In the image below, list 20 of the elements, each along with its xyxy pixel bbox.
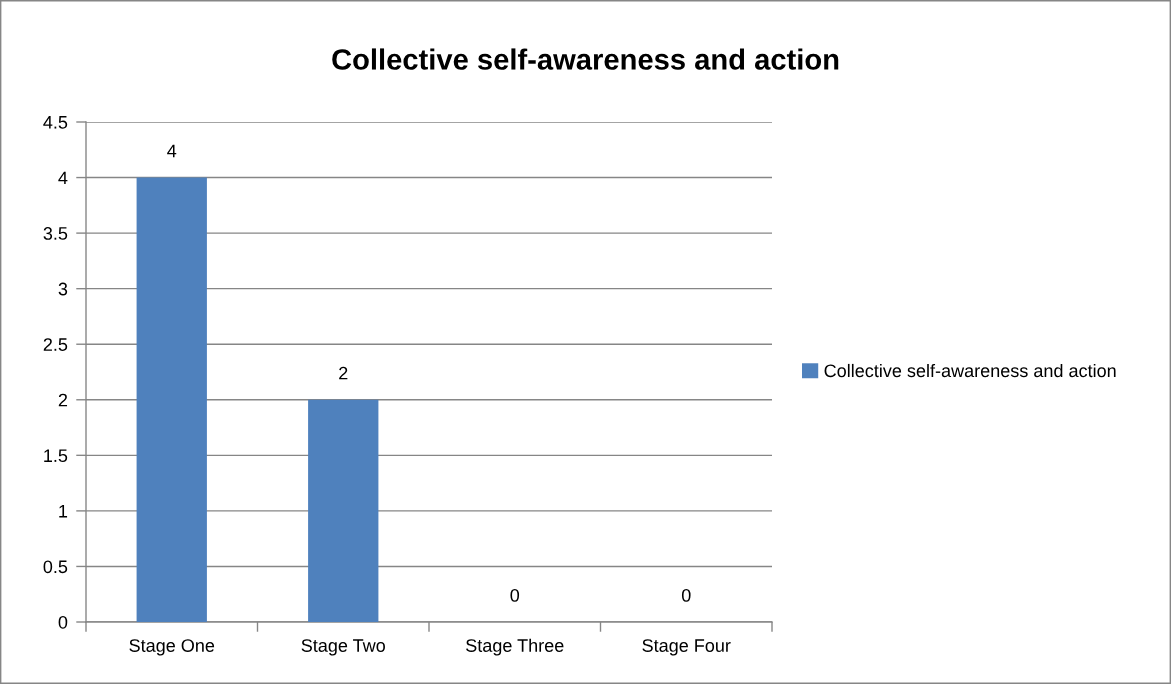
y-tick-label: 2 — [58, 393, 68, 407]
y-tick-label: 3 — [58, 282, 68, 296]
chart-title: Collective self-awareness and action — [332, 48, 839, 70]
y-tick-label: 0.5 — [43, 560, 68, 574]
data-label: 2 — [339, 366, 348, 380]
y-tick-label: 0 — [58, 615, 68, 629]
legend-label: Collective self-awareness and action — [824, 363, 1116, 378]
x-tick-label: Stage Three — [466, 638, 564, 656]
y-tick-label: 4.5 — [43, 116, 68, 129]
x-tick-label: Stage Two — [301, 639, 385, 656]
data-label: 0 — [681, 588, 691, 602]
data-label: 4 — [167, 144, 177, 158]
x-tick-label: Stage One — [129, 639, 215, 656]
x-tick-label: Stage Four — [642, 639, 731, 656]
y-tick-label: 1 — [59, 505, 68, 518]
y-tick-label: 2.5 — [43, 338, 68, 351]
data-label: 0 — [510, 588, 520, 602]
y-tick-label: 3.5 — [43, 227, 68, 240]
y-tick-label: 1.5 — [44, 449, 68, 463]
y-tick-label: 4 — [58, 171, 68, 185]
